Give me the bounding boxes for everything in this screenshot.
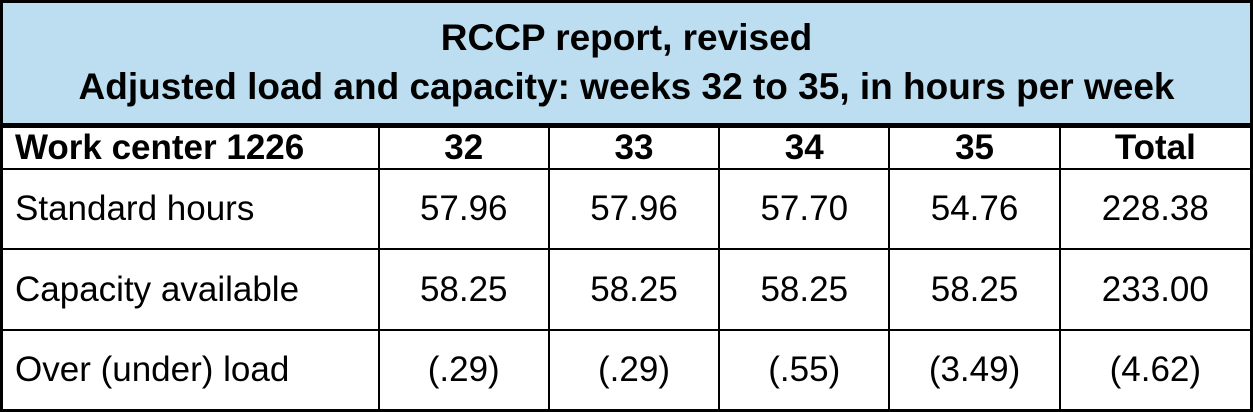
table-cell: 228.38 xyxy=(1058,167,1250,251)
column-header-week-34: 34 xyxy=(718,127,891,170)
table-row-standard-hours: Standard hours 57.96 57.96 57.70 54.76 2… xyxy=(3,167,1250,251)
table-cell: 57.96 xyxy=(377,167,550,251)
rccp-table: Work center 1226 32 33 34 35 Total Stand… xyxy=(3,127,1250,409)
row-label-standard-hours: Standard hours xyxy=(3,167,380,251)
report-subtitle: Adjusted load and capacity: weeks 32 to … xyxy=(78,65,1175,107)
table-cell: 54.76 xyxy=(888,167,1061,251)
column-header-week-33: 33 xyxy=(547,127,721,170)
report-title: RCCP report, revised xyxy=(440,17,813,59)
table-cell: (.55) xyxy=(718,329,891,409)
table-cell: (.29) xyxy=(547,329,721,409)
row-label-capacity-available: Capacity available xyxy=(3,248,380,332)
column-header-work-center: Work center 1226 xyxy=(3,127,380,170)
table-cell: 57.70 xyxy=(718,167,891,251)
table-cell: 233.00 xyxy=(1058,248,1250,332)
column-header-week-35: 35 xyxy=(888,127,1061,170)
column-header-week-32: 32 xyxy=(377,127,550,170)
table-cell: (.29) xyxy=(377,329,550,409)
table-header-row: Work center 1226 32 33 34 35 Total xyxy=(3,127,1250,170)
table-cell: 58.25 xyxy=(547,248,721,332)
table-cell: 57.96 xyxy=(547,167,721,251)
report-title-banner: RCCP report, revised Adjusted load and c… xyxy=(3,3,1250,128)
table-cell: 58.25 xyxy=(377,248,550,332)
column-header-total: Total xyxy=(1058,127,1250,170)
row-label-over-under-load: Over (under) load xyxy=(3,329,380,409)
table-row-over-under-load: Over (under) load (.29) (.29) (.55) (3.4… xyxy=(3,329,1250,409)
table-cell: 58.25 xyxy=(888,248,1061,332)
table-cell: (4.62) xyxy=(1058,329,1250,409)
table-cell: 58.25 xyxy=(718,248,891,332)
table-cell: (3.49) xyxy=(888,329,1061,409)
table-row-capacity-available: Capacity available 58.25 58.25 58.25 58.… xyxy=(3,248,1250,332)
